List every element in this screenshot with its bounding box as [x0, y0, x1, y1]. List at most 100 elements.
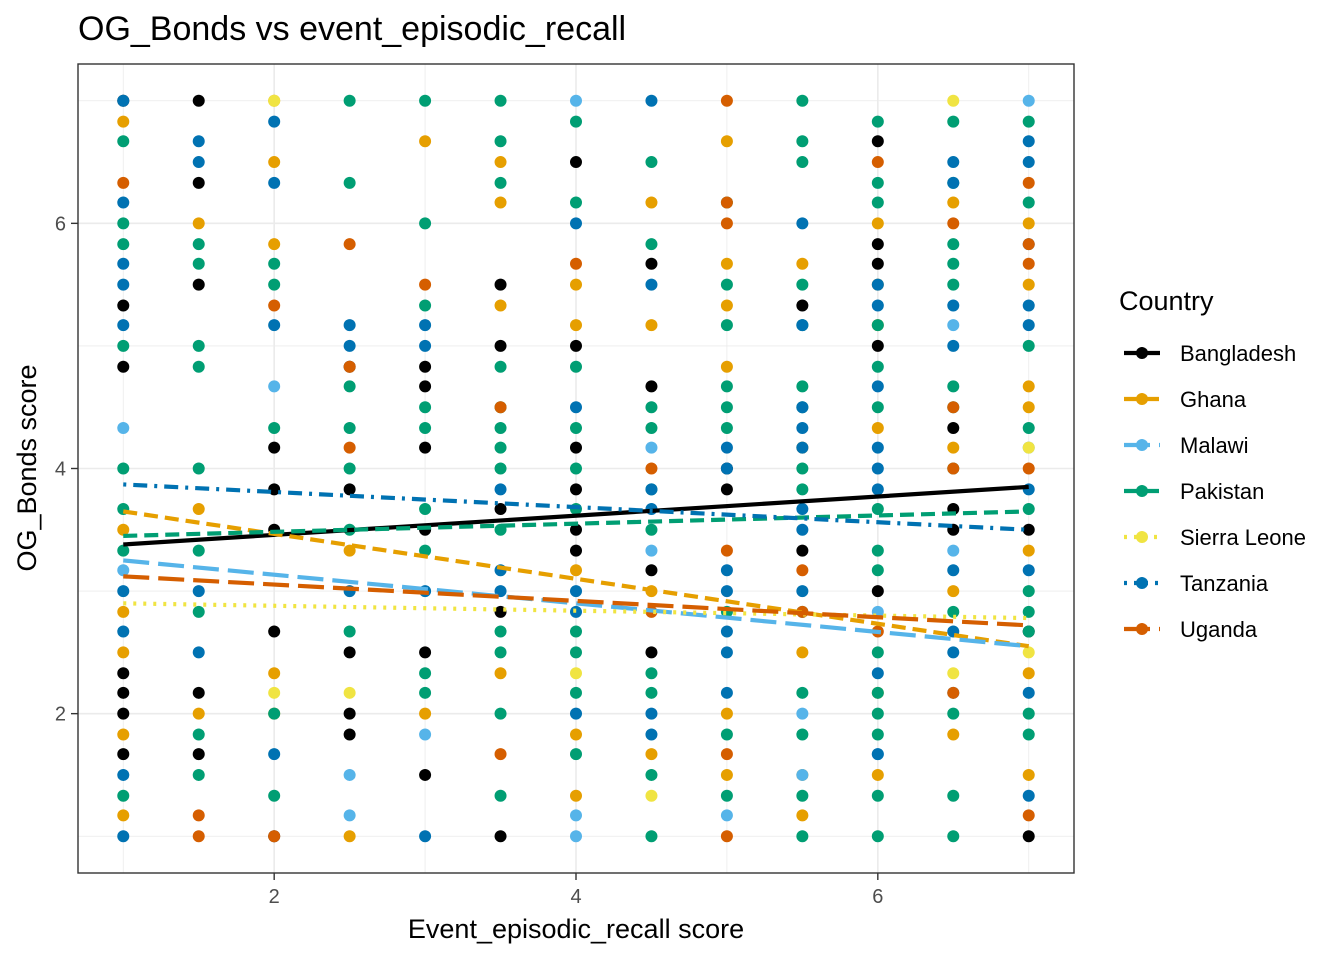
data-point — [871, 257, 884, 270]
data-point — [192, 728, 205, 741]
data-point — [796, 646, 809, 659]
data-point — [494, 176, 507, 189]
data-point — [645, 686, 658, 699]
y-tick-label: 2 — [55, 704, 66, 726]
data-point — [117, 278, 130, 291]
data-point — [419, 441, 432, 454]
data-point — [1022, 667, 1035, 680]
data-point — [720, 441, 733, 454]
data-point — [192, 156, 205, 169]
legend-key-point — [1136, 485, 1148, 497]
data-point — [343, 809, 356, 822]
data-point — [570, 564, 582, 577]
data-point — [192, 360, 205, 373]
data-point — [419, 768, 432, 781]
data-point — [570, 319, 582, 332]
data-point — [268, 667, 281, 680]
data-point — [1022, 278, 1035, 291]
data-point — [796, 156, 809, 169]
data-point — [871, 156, 884, 169]
data-point — [117, 605, 130, 618]
data-point — [343, 625, 356, 638]
data-point — [570, 156, 582, 169]
data-point — [720, 278, 733, 291]
data-point — [570, 625, 582, 638]
data-point — [419, 135, 432, 148]
data-point — [192, 605, 205, 618]
data-point — [645, 380, 658, 393]
data-point — [871, 768, 884, 781]
data-point — [796, 585, 809, 598]
y-tick-label: 6 — [55, 213, 66, 235]
data-point — [570, 217, 582, 230]
x-tick-label: 6 — [872, 886, 883, 908]
data-point — [947, 94, 960, 107]
legend-key-point — [1136, 347, 1148, 359]
data-point — [192, 707, 205, 720]
data-point — [947, 217, 960, 230]
data-point — [494, 135, 507, 148]
data-point — [1022, 176, 1035, 189]
data-point — [117, 196, 130, 209]
data-point — [1022, 156, 1035, 169]
data-point — [947, 156, 960, 169]
data-point — [720, 483, 733, 496]
data-point — [117, 646, 130, 659]
data-point — [720, 135, 733, 148]
data-point — [1022, 544, 1035, 557]
data-point — [1022, 625, 1035, 638]
data-point — [570, 257, 582, 270]
data-point — [343, 830, 356, 843]
data-point — [117, 686, 130, 699]
data-point — [343, 462, 356, 475]
data-point — [419, 339, 432, 352]
data-point — [947, 319, 960, 332]
data-point — [796, 135, 809, 148]
data-point — [570, 830, 582, 843]
data-point — [871, 564, 884, 577]
data-point — [117, 748, 130, 761]
data-point — [720, 360, 733, 373]
data-point — [1022, 339, 1035, 352]
data-point — [720, 646, 733, 659]
data-point — [947, 830, 960, 843]
data-point — [494, 748, 507, 761]
data-point — [796, 789, 809, 802]
legend-item: Ghana — [1124, 387, 1247, 412]
data-point — [192, 176, 205, 189]
trend-line — [123, 558, 1029, 649]
data-point — [117, 462, 130, 475]
data-point — [645, 319, 658, 332]
data-point — [570, 707, 582, 720]
data-point — [570, 401, 582, 414]
data-point — [192, 462, 205, 475]
data-point — [117, 299, 130, 312]
axes: 2 4 6 2 4 6 — [55, 213, 884, 908]
data-point — [192, 217, 205, 230]
data-point — [117, 667, 130, 680]
data-point — [343, 360, 356, 373]
data-point — [268, 299, 281, 312]
data-point — [343, 686, 356, 699]
y-tick-label: 4 — [55, 459, 66, 481]
data-point — [192, 135, 205, 148]
data-point — [343, 422, 356, 435]
data-point — [871, 789, 884, 802]
data-point — [720, 625, 733, 638]
data-point — [796, 462, 809, 475]
data-point — [192, 809, 205, 822]
data-point — [871, 748, 884, 761]
data-point — [570, 667, 582, 680]
data-point — [947, 115, 960, 128]
data-point — [720, 380, 733, 393]
data-point — [645, 646, 658, 659]
data-point — [796, 502, 809, 515]
data-point — [947, 278, 960, 291]
legend-label: Uganda — [1180, 617, 1258, 642]
data-point — [494, 462, 507, 475]
data-point — [117, 238, 130, 251]
data-point — [419, 422, 432, 435]
data-point — [570, 483, 582, 496]
data-point — [871, 728, 884, 741]
data-point — [796, 319, 809, 332]
